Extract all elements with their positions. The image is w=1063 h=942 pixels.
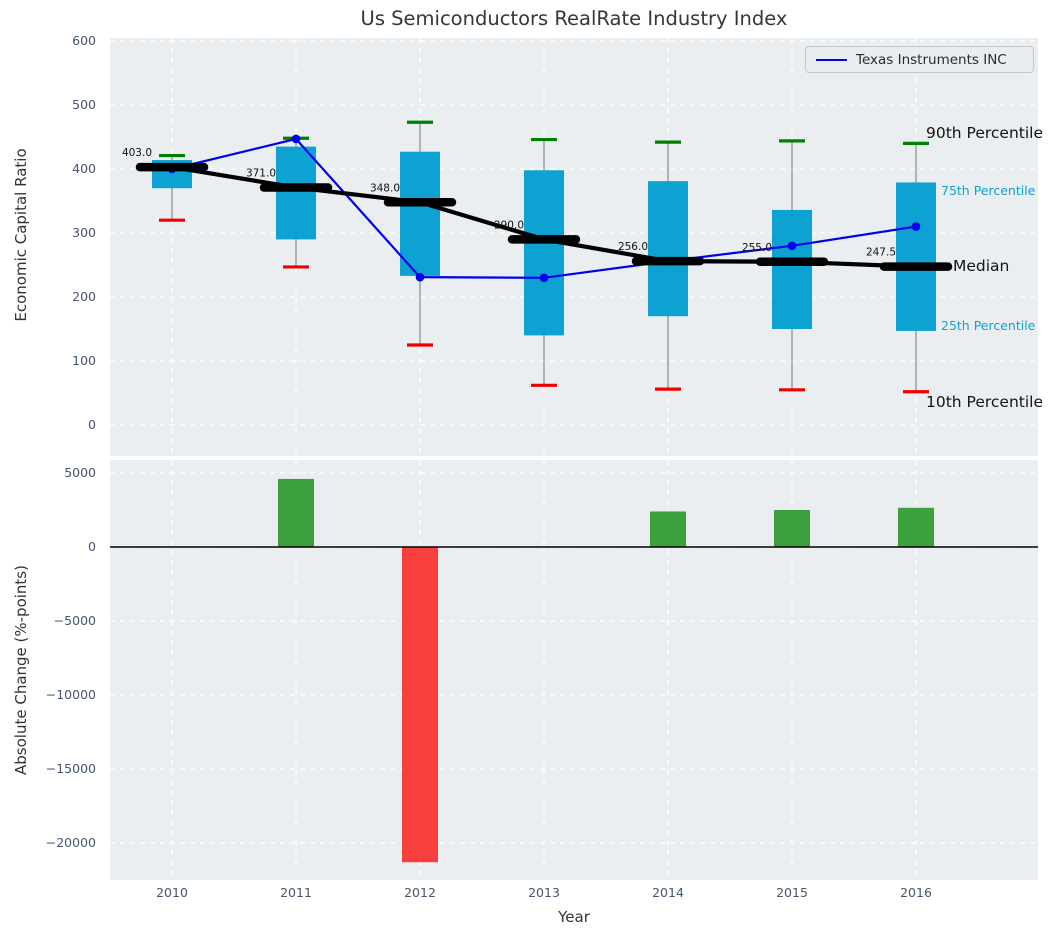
company-point-2012 — [415, 272, 425, 282]
bar-2015 — [774, 510, 810, 547]
median-value-label-2010: 403.0 — [122, 147, 152, 159]
legend: Texas Instruments INC — [805, 46, 1034, 73]
chart-title: Us Semiconductors RealRate Industry Inde… — [360, 7, 788, 30]
y-tick-top-200: 200 — [72, 289, 96, 304]
box-2014 — [648, 181, 688, 317]
y-tick-bottom--5000: −5000 — [53, 613, 96, 628]
company-point-2011 — [291, 134, 301, 144]
y-tick-bottom--20000: −20000 — [45, 835, 96, 850]
bar-2016 — [898, 507, 934, 547]
x-tick-2012: 2012 — [404, 885, 436, 900]
y-tick-top-0: 0 — [88, 417, 96, 432]
box-2015 — [772, 209, 812, 329]
top-y-axis-label: Economic Capital Ratio — [12, 148, 30, 322]
company-point-2013 — [539, 273, 549, 283]
company-point-2016 — [911, 222, 921, 231]
label-75th-percentile: 75th Percentile — [941, 183, 1036, 198]
x-tick-2016: 2016 — [900, 885, 932, 900]
bar-2012 — [402, 547, 438, 863]
x-tick-2013: 2013 — [528, 885, 560, 900]
label-90th-percentile: 90th Percentile — [926, 124, 1044, 142]
company-point-2015 — [787, 241, 797, 251]
y-tick-bottom--10000: −10000 — [45, 687, 96, 702]
median-value-label-2014: 256.0 — [618, 241, 648, 253]
box-2012 — [400, 151, 440, 276]
median-value-label-2011: 371.0 — [246, 168, 276, 180]
x-tick-2014: 2014 — [652, 885, 684, 900]
box-2013 — [524, 170, 564, 336]
bottom-plot-area — [110, 460, 1038, 880]
top-plot-area — [110, 38, 1038, 456]
x-tick-2011: 2011 — [280, 885, 312, 900]
box-2016 — [896, 182, 936, 331]
legend-line-sample-icon — [816, 58, 847, 61]
y-tick-top-400: 400 — [72, 161, 96, 176]
x-axis-label: Year — [558, 908, 590, 926]
y-tick-bottom-0: 0 — [88, 539, 96, 554]
median-value-label-2016: 247.5 — [866, 247, 896, 259]
y-tick-bottom-5000: 5000 — [64, 465, 96, 480]
y-tick-top-300: 300 — [72, 225, 96, 240]
label-median: Median — [953, 257, 1010, 275]
label-10th-percentile: 10th Percentile — [926, 393, 1044, 411]
bar-2011 — [278, 478, 314, 547]
median-value-label-2015: 255.0 — [742, 242, 772, 254]
box-2011 — [276, 146, 316, 240]
x-tick-2015: 2015 — [776, 885, 808, 900]
y-tick-top-600: 600 — [72, 33, 96, 48]
y-tick-bottom--15000: −15000 — [45, 761, 96, 776]
x-tick-2010: 2010 — [156, 885, 188, 900]
median-value-label-2012: 348.0 — [370, 182, 400, 194]
y-tick-top-100: 100 — [72, 353, 96, 368]
y-tick-top-500: 500 — [72, 97, 96, 112]
bar-2014 — [650, 511, 686, 547]
legend-label: Texas Instruments INC — [856, 51, 1007, 68]
label-25th-percentile: 25th Percentile — [941, 318, 1036, 333]
median-value-label-2013: 290.0 — [494, 219, 524, 231]
bottom-y-axis-label: Absolute Change (%-points) — [12, 565, 30, 775]
